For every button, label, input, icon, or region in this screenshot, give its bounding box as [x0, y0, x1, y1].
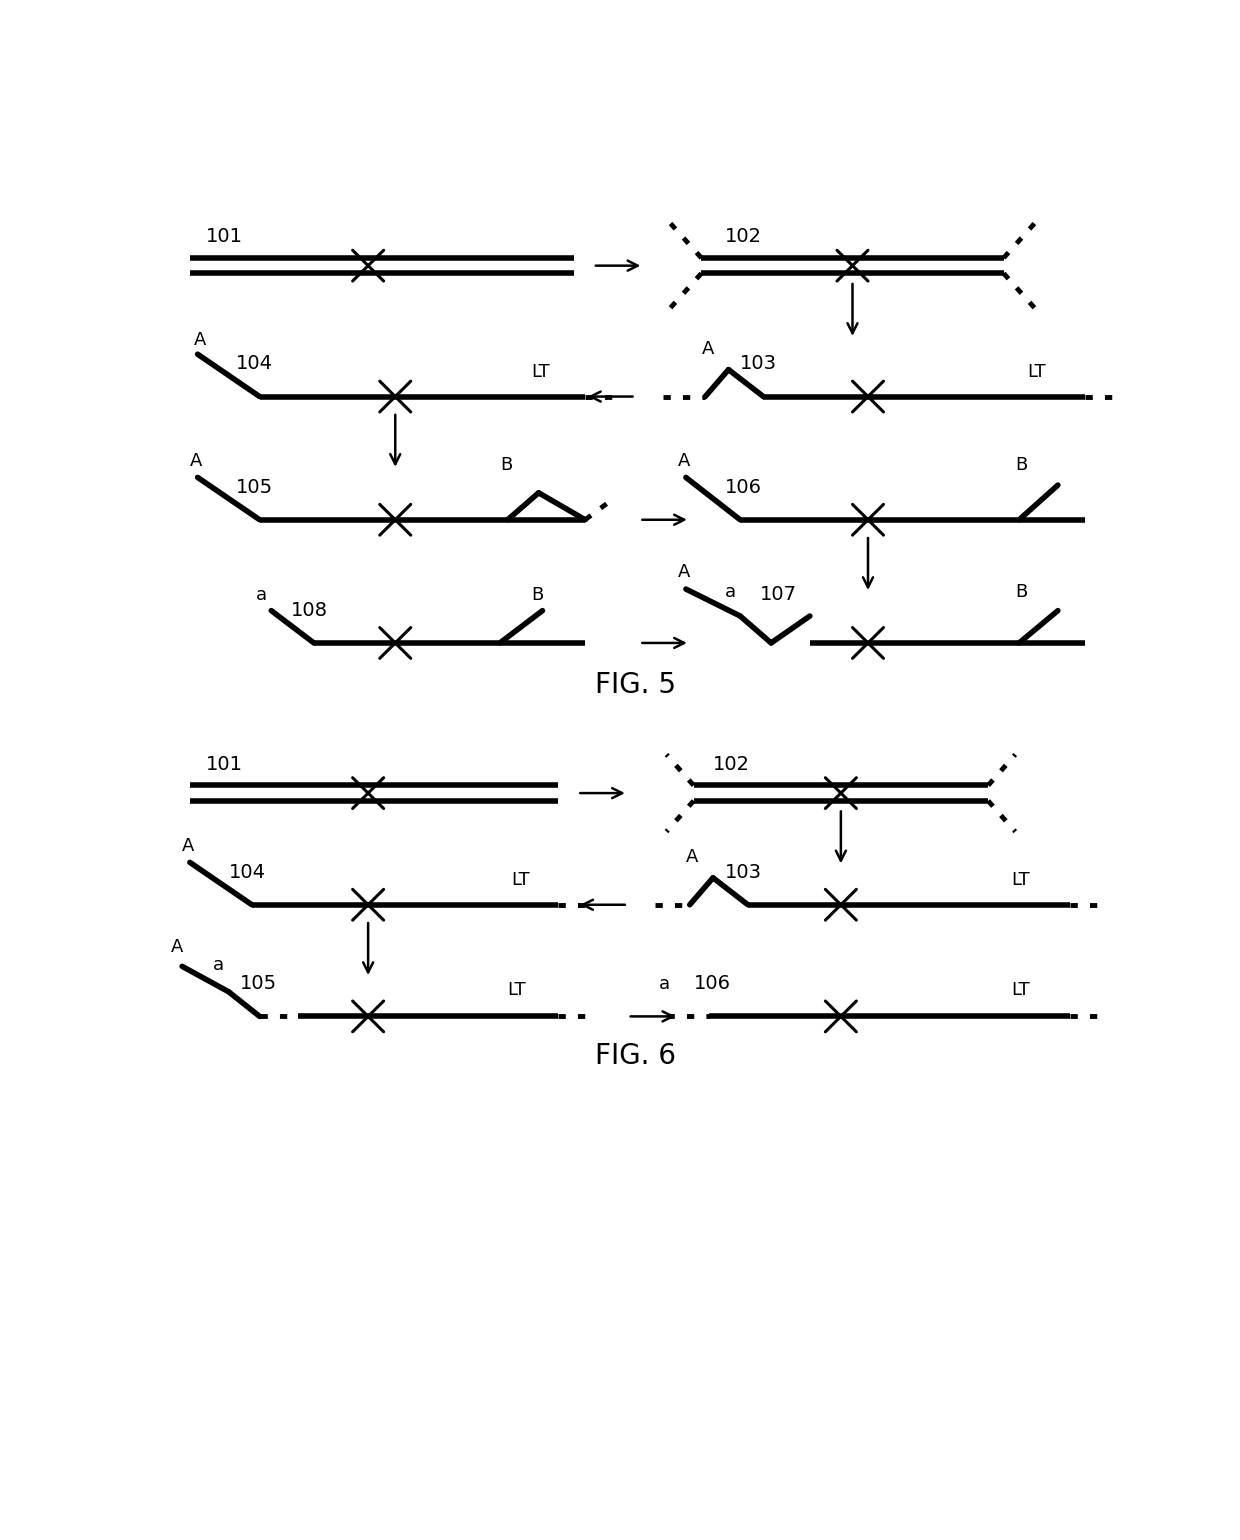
Text: LT: LT — [1012, 872, 1030, 890]
Text: 106: 106 — [693, 975, 730, 993]
Text: A: A — [686, 849, 698, 865]
Text: 106: 106 — [724, 477, 761, 496]
Text: a: a — [658, 975, 670, 993]
Text: B: B — [500, 456, 512, 474]
Text: 105: 105 — [237, 477, 274, 496]
Text: B: B — [1016, 456, 1028, 474]
Text: 102: 102 — [713, 755, 750, 773]
Text: a: a — [724, 582, 735, 601]
Text: 103: 103 — [724, 862, 761, 881]
Text: LT: LT — [1027, 363, 1045, 382]
Text: 108: 108 — [290, 601, 327, 619]
Text: LT: LT — [531, 363, 549, 382]
Text: A: A — [193, 331, 206, 348]
Text: a: a — [255, 587, 267, 605]
Text: LT: LT — [507, 981, 526, 999]
Text: 101: 101 — [206, 228, 242, 246]
Text: 101: 101 — [206, 755, 242, 773]
Text: LT: LT — [1012, 981, 1030, 999]
Text: A: A — [678, 451, 691, 470]
Text: a: a — [213, 956, 224, 975]
Text: A: A — [678, 564, 691, 582]
Text: FIG. 5: FIG. 5 — [595, 671, 676, 699]
Text: 107: 107 — [759, 585, 796, 605]
Text: FIG. 6: FIG. 6 — [595, 1043, 676, 1070]
Text: B: B — [531, 587, 543, 605]
Text: A: A — [702, 340, 714, 357]
Text: A: A — [171, 938, 182, 956]
Text: 104: 104 — [237, 354, 273, 373]
Text: A: A — [182, 836, 195, 855]
Text: 104: 104 — [228, 862, 265, 881]
Text: 102: 102 — [724, 228, 761, 246]
Text: LT: LT — [511, 872, 531, 890]
Text: 105: 105 — [241, 975, 278, 993]
Text: A: A — [190, 451, 202, 470]
Text: 103: 103 — [740, 354, 777, 373]
Text: B: B — [1016, 582, 1028, 601]
